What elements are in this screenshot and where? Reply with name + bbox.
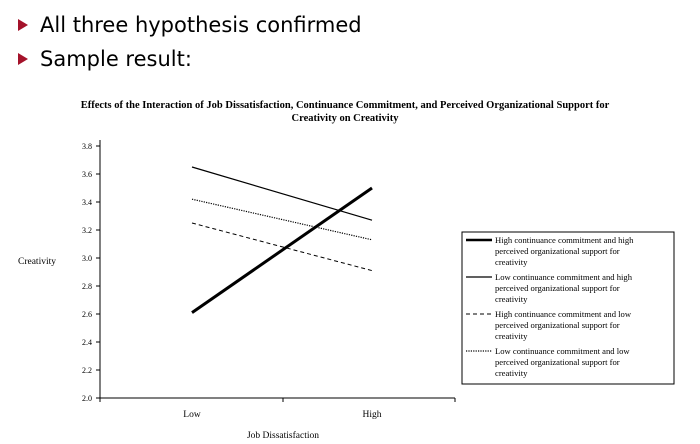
y-tick-label: 3.4 <box>82 198 92 207</box>
legend-entry-text: creativity <box>495 368 528 378</box>
chart-legend: High continuance commitment and highperc… <box>461 231 675 385</box>
y-tick-label: 3.8 <box>82 142 92 151</box>
y-axis-label: Creativity <box>18 257 56 267</box>
y-tick-label: 2.2 <box>82 366 92 375</box>
chart-axes: 2.0 2.2 2.4 2.6 2.8 3.0 3.2 3.4 3.6 3.8 Low High Job… <box>18 140 456 441</box>
legend-entry-text: perceived organizational support for <box>495 283 620 293</box>
bullet-text: Sample result: <box>40 47 192 71</box>
legend-entry-text: perceived organizational support for <box>495 320 620 330</box>
y-tick-label: 2.4 <box>82 338 92 347</box>
legend-entry-text: Low continuance commitment and low <box>495 346 630 356</box>
legend-entry-text: perceived organizational support for <box>495 246 620 256</box>
slide-bullets: All three hypothesis confirmed Sample re… <box>18 8 362 76</box>
chart-title-line: Effects of the Interaction of Job Dissat… <box>81 100 610 111</box>
x-tick-label: Low <box>183 410 201 420</box>
bullet-triangle-icon <box>18 19 28 31</box>
bullet-text: All three hypothesis confirmed <box>40 13 362 37</box>
x-tick-label: High <box>363 410 382 420</box>
legend-entry-text: perceived organizational support for <box>495 357 620 367</box>
chart-series-lines <box>191 166 373 314</box>
series-line <box>191 222 373 272</box>
legend-box <box>461 231 675 385</box>
y-tick-label: 3.2 <box>82 226 92 235</box>
bullet-triangle-icon <box>18 53 28 65</box>
bullet-item: All three hypothesis confirmed <box>18 8 362 42</box>
series-line <box>191 186 373 314</box>
legend-entry-text: Low continuance commitment and high <box>495 272 633 282</box>
bullet-item: Sample result: <box>18 42 362 76</box>
y-tick-label: 2.0 <box>82 394 92 403</box>
series-line <box>191 198 373 241</box>
chart-title-line: Creativity on Creativity <box>292 113 400 124</box>
y-tick-label: 3.6 <box>82 170 92 179</box>
series-line <box>191 166 373 221</box>
legend-entry-text: High continuance commitment and high <box>495 235 634 245</box>
y-tick-label: 2.6 <box>82 310 92 319</box>
y-tick-label: 3.0 <box>82 254 92 263</box>
legend-entry-text: High continuance commitment and low <box>495 309 632 319</box>
y-tick-label: 2.8 <box>82 282 92 291</box>
x-axis-label: Job Dissatisfaction <box>247 430 319 441</box>
legend-entry-text: creativity <box>495 331 528 341</box>
legend-entry-text: creativity <box>495 257 528 267</box>
legend-entry-text: creativity <box>495 294 528 304</box>
